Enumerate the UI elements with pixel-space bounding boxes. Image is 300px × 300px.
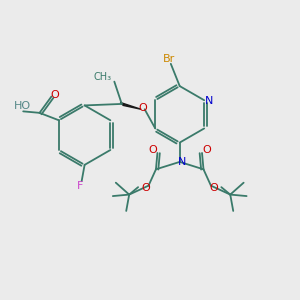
Text: O: O	[148, 145, 157, 155]
Text: O: O	[202, 145, 211, 155]
Text: O: O	[209, 183, 218, 193]
Text: N: N	[205, 96, 214, 106]
Text: N: N	[178, 158, 186, 167]
Text: O: O	[51, 90, 59, 100]
Text: CH₃: CH₃	[94, 72, 112, 82]
Text: HO: HO	[14, 101, 31, 111]
Text: Br: Br	[163, 54, 176, 64]
Text: O: O	[142, 183, 151, 193]
Text: O: O	[138, 103, 147, 113]
Polygon shape	[120, 102, 141, 109]
Text: F: F	[77, 181, 83, 191]
